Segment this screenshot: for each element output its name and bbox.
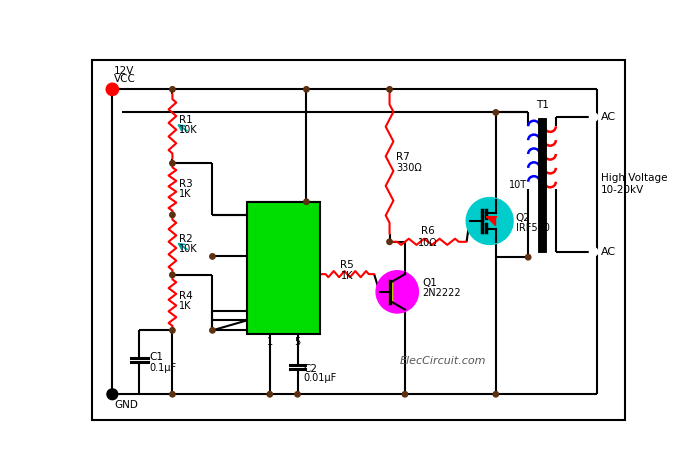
Circle shape (493, 391, 498, 397)
Circle shape (589, 248, 598, 256)
Polygon shape (487, 217, 495, 225)
Circle shape (304, 199, 309, 204)
Text: 4: 4 (251, 203, 257, 213)
Circle shape (589, 113, 598, 121)
Circle shape (466, 198, 512, 244)
Circle shape (169, 328, 175, 333)
Circle shape (304, 86, 309, 92)
Text: 1K: 1K (178, 190, 191, 200)
Text: AC: AC (601, 247, 617, 257)
Circle shape (295, 391, 300, 397)
Text: 10Ω: 10Ω (418, 238, 438, 247)
Circle shape (377, 271, 418, 313)
Text: 555: 555 (267, 266, 301, 285)
Text: Q2: Q2 (516, 213, 531, 223)
Text: C1: C1 (149, 352, 163, 362)
Text: 2N2222: 2N2222 (422, 288, 461, 298)
Circle shape (169, 272, 175, 277)
Circle shape (210, 254, 215, 259)
Text: 3: 3 (310, 269, 316, 279)
Circle shape (106, 83, 118, 95)
Text: R5: R5 (340, 260, 354, 270)
Text: VCC: VCC (114, 74, 136, 85)
Text: IC1: IC1 (269, 251, 299, 269)
Circle shape (267, 391, 272, 397)
Text: +: + (106, 82, 119, 97)
Text: IRF540: IRF540 (516, 223, 550, 233)
Text: 10K: 10K (178, 125, 197, 135)
Text: Q1: Q1 (422, 277, 437, 287)
Circle shape (493, 110, 498, 115)
Text: R4: R4 (178, 292, 192, 302)
Circle shape (169, 391, 175, 397)
Text: 5: 5 (295, 337, 301, 347)
Text: 12V: 12V (114, 66, 134, 76)
Circle shape (169, 212, 175, 218)
Text: R6: R6 (421, 226, 435, 236)
Bar (389, 281, 392, 303)
Text: R7: R7 (396, 152, 410, 162)
Bar (247, 202, 321, 334)
Text: −: − (106, 387, 119, 402)
Circle shape (169, 161, 175, 166)
Text: 8: 8 (310, 203, 316, 213)
Circle shape (402, 391, 407, 397)
Text: 330Ω: 330Ω (396, 163, 422, 173)
Text: High Voltage: High Voltage (601, 173, 668, 183)
Text: AC: AC (601, 112, 617, 122)
Text: 6: 6 (251, 315, 257, 325)
Text: R2: R2 (178, 234, 192, 244)
Text: 7: 7 (251, 251, 257, 261)
Text: 10T: 10T (508, 180, 526, 190)
Text: 1K: 1K (178, 302, 191, 312)
Text: ElecCircuit.com: ElecCircuit.com (400, 356, 486, 366)
Text: T1: T1 (536, 100, 548, 110)
Text: 2: 2 (251, 306, 257, 316)
Circle shape (169, 86, 175, 92)
Text: GND: GND (114, 400, 138, 410)
Text: C2: C2 (304, 364, 318, 374)
Text: 1K: 1K (341, 271, 354, 281)
Text: 0.1μF: 0.1μF (149, 363, 176, 373)
Circle shape (387, 86, 392, 92)
Text: 0.01μF: 0.01μF (304, 373, 337, 383)
Text: 10-20kV: 10-20kV (601, 185, 645, 195)
Text: R1: R1 (178, 115, 192, 125)
Circle shape (387, 239, 392, 245)
Text: 1: 1 (267, 337, 273, 347)
Circle shape (107, 389, 118, 399)
Text: R3: R3 (178, 180, 192, 190)
Circle shape (210, 328, 215, 333)
Text: 10K: 10K (178, 244, 197, 254)
Circle shape (526, 255, 531, 260)
